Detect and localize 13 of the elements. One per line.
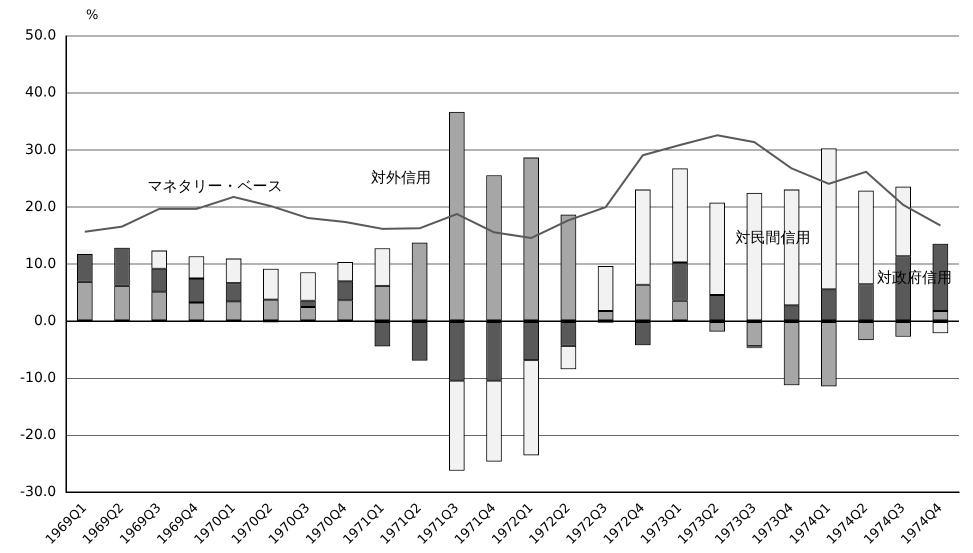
series-label: マネタリー・ベース [148,177,283,196]
bar [77,249,93,254]
y-tick-label: 40.0 [25,84,56,101]
y-tick-label: 10.0 [25,256,56,272]
y-tick-label: -10.0 [20,370,56,386]
y-tick-label: -30.0 [20,484,56,500]
y-axis-title: % [86,8,98,23]
y-tick-label: 20.0 [25,198,56,215]
y-tick-label: 30.0 [25,142,56,158]
y-tick-label: 50.0 [25,28,56,44]
series-label: 対外信用 [371,168,432,187]
y-tick-label: -20.0 [20,427,56,444]
y-tick-label: 0.0 [34,312,56,329]
